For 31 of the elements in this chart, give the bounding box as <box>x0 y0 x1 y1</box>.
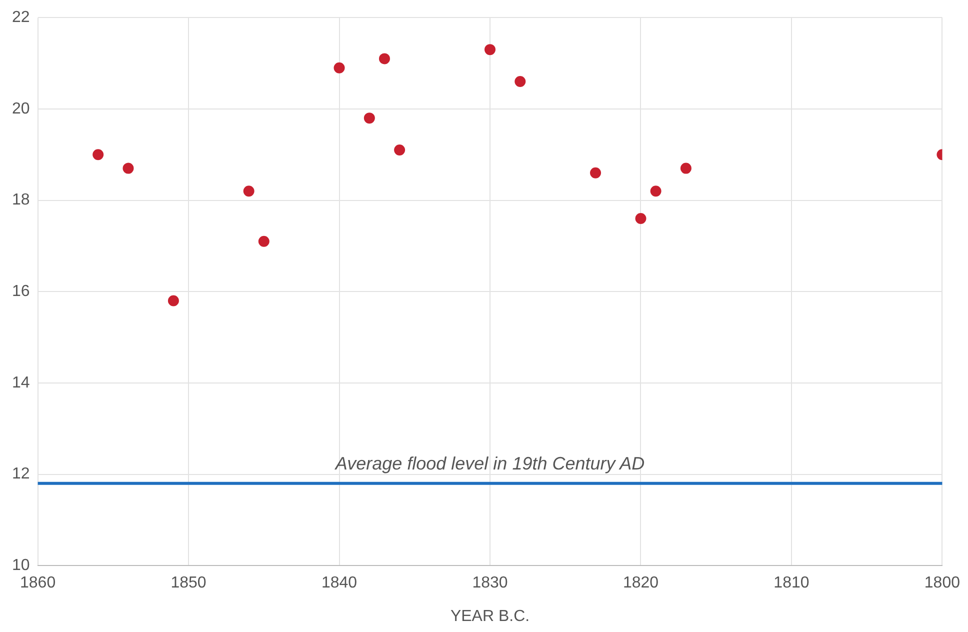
point <box>168 295 179 306</box>
point <box>680 162 692 174</box>
point <box>590 167 602 178</box>
x-axis-title: YEAR B.C. <box>450 608 530 625</box>
point <box>334 62 345 74</box>
y-tick-label: 12 <box>12 466 30 483</box>
point <box>378 53 390 64</box>
point <box>650 186 662 197</box>
point <box>514 76 526 88</box>
y-tick-label: 14 <box>12 374 30 392</box>
point <box>122 162 134 174</box>
point <box>258 236 270 247</box>
point <box>243 186 254 197</box>
x-tick-label: 1850 <box>170 574 206 592</box>
ref-line-label: Average flood level in 19th Century AD <box>334 453 645 474</box>
y-tick-label: 22 <box>12 9 30 26</box>
point <box>484 44 496 56</box>
y-tick-label: 18 <box>12 192 30 209</box>
x-tick-label: 1800 <box>924 574 960 592</box>
x-tick-label: 1830 <box>472 574 508 592</box>
point <box>92 149 104 160</box>
y-tick-label: 10 <box>12 557 30 574</box>
y-tick-label: 16 <box>12 283 30 300</box>
x-tick-label: 1860 <box>20 574 56 592</box>
point <box>635 213 646 224</box>
x-tick-label: 1810 <box>774 574 810 592</box>
point <box>364 112 375 124</box>
x-tick-label: 1820 <box>622 574 659 592</box>
point <box>394 144 406 156</box>
x-tick-label: 1840 <box>321 574 358 592</box>
y-tick-label: 20 <box>12 100 30 118</box>
